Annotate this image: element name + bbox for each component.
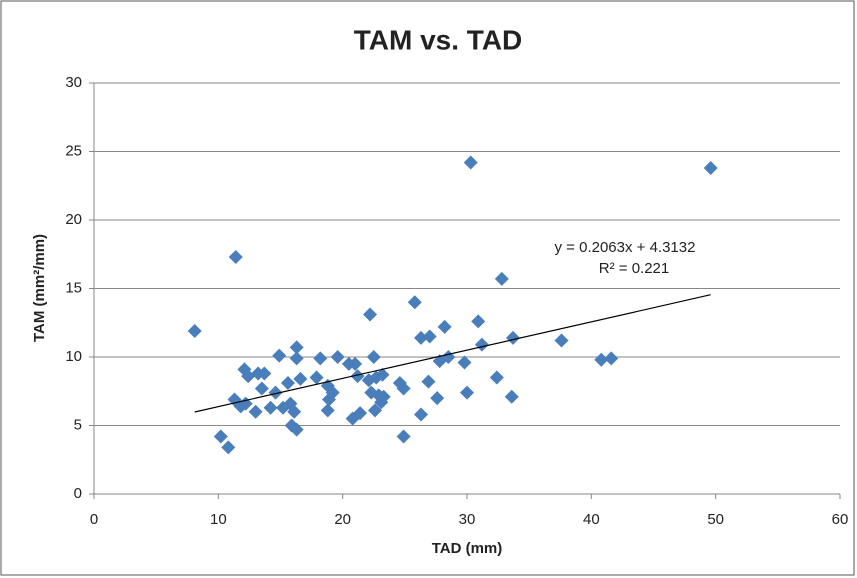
point <box>287 404 302 419</box>
point <box>353 406 368 421</box>
y-tick-label: 30 <box>65 74 82 91</box>
point <box>471 314 486 329</box>
point <box>254 381 269 396</box>
point <box>363 307 378 322</box>
x-tick-label: 60 <box>832 511 849 528</box>
point <box>396 381 411 396</box>
y-tick-label: 0 <box>74 485 82 502</box>
x-tick-label: 10 <box>210 511 227 528</box>
x-tick-label: 50 <box>707 511 724 528</box>
y-tick-label: 10 <box>65 348 82 365</box>
point <box>289 351 304 366</box>
point <box>421 374 436 389</box>
point <box>375 367 390 382</box>
trendline <box>194 294 711 413</box>
point <box>366 350 381 364</box>
point <box>376 389 391 404</box>
point <box>228 249 243 264</box>
chart-title: TAM vs. TAD <box>354 24 523 55</box>
point <box>213 429 228 444</box>
x-tick-label: 40 <box>583 511 600 528</box>
y-tick-label: 20 <box>65 211 82 228</box>
point <box>489 370 504 385</box>
point <box>221 440 236 455</box>
point <box>263 400 278 415</box>
trendline-equation: y = 0.2063x + 4.3132 <box>555 239 696 256</box>
point <box>457 355 472 370</box>
point <box>396 429 411 444</box>
point <box>413 330 428 345</box>
x-tick-label: 0 <box>90 511 98 528</box>
point <box>407 295 422 310</box>
point <box>268 385 283 400</box>
point <box>703 160 718 175</box>
point <box>280 376 295 391</box>
y-tick-label: 5 <box>74 416 82 433</box>
point <box>320 403 335 418</box>
point <box>241 369 256 384</box>
point <box>554 333 569 348</box>
point <box>350 369 365 384</box>
point <box>594 352 609 367</box>
point <box>463 155 478 170</box>
point <box>257 366 272 381</box>
point <box>187 323 202 338</box>
point <box>348 356 363 371</box>
x-tick-label: 30 <box>459 511 476 528</box>
point <box>330 350 345 364</box>
point <box>504 389 519 404</box>
point <box>289 422 304 437</box>
point <box>413 407 428 422</box>
trendline-r2: R² = 0.221 <box>599 260 669 277</box>
point <box>313 351 328 366</box>
point <box>293 371 308 386</box>
point <box>437 319 452 334</box>
point <box>494 271 509 286</box>
y-tick-label: 25 <box>65 142 82 159</box>
point <box>506 330 521 345</box>
point <box>422 329 437 344</box>
point <box>325 385 340 400</box>
point <box>248 404 263 419</box>
point <box>460 385 474 400</box>
point <box>367 403 382 418</box>
point <box>289 340 304 355</box>
point <box>272 348 287 363</box>
x-tick-label: 20 <box>334 511 351 528</box>
y-tick-label: 15 <box>65 279 82 296</box>
x-axis-label: TAD (mm) <box>432 540 503 557</box>
point <box>604 351 619 366</box>
y-axis-label: TAM (mm²/mm) <box>31 234 48 342</box>
point <box>474 337 489 352</box>
point <box>430 391 445 406</box>
point <box>309 370 324 385</box>
